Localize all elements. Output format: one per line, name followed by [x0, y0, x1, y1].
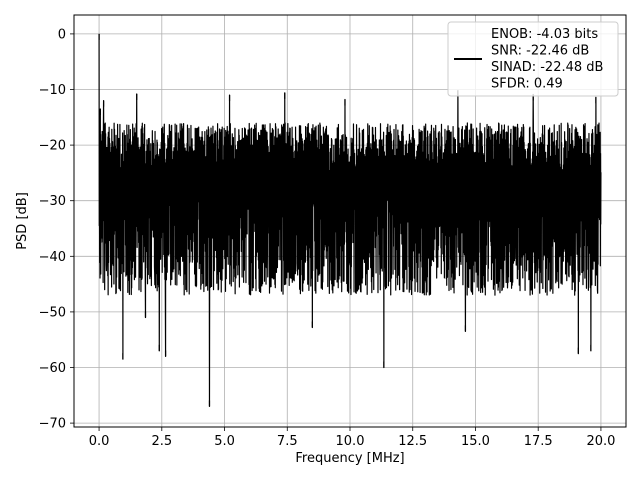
- psd-line: [98, 33, 602, 408]
- x-tick-label: 20.0: [586, 434, 615, 449]
- y-tick-label: −20: [39, 139, 66, 154]
- x-axis-label: Frequency [MHz]: [295, 451, 404, 466]
- x-tick-label: 12.5: [398, 434, 427, 449]
- y-tick-label: 0: [58, 27, 66, 42]
- axis-ticks: 0.0 2.5 5.0 7.5 10.0 12.5 15.0 17.5 20.0 0 −10 −20 −…: [39, 27, 616, 449]
- x-tick-label: 7.5: [277, 434, 298, 449]
- legend-box: [447, 21, 619, 97]
- y-tick-label: −60: [39, 361, 66, 376]
- x-tick-label: 2.5: [151, 434, 172, 449]
- legend-snr: SNR: -22.46 dB: [491, 44, 589, 59]
- legend-enob: ENOB: -4.03 bits: [491, 27, 598, 42]
- y-tick-label: −70: [39, 417, 66, 432]
- x-tick-label: 15.0: [461, 434, 490, 449]
- x-tick-label: 5.0: [214, 434, 235, 449]
- y-tick-label: −50: [39, 305, 66, 320]
- legend: ENOB: -4.03 bits SNR: -22.46 dB SINAD: -…: [447, 21, 619, 97]
- y-tick-label: −40: [39, 250, 66, 265]
- x-tick-label: 0.0: [89, 434, 110, 449]
- y-axis-label: PSD [dB]: [15, 192, 30, 250]
- legend-sfdr: SFDR: 0.49: [491, 77, 563, 92]
- legend-sinad: SINAD: -22.48 dB: [491, 60, 603, 75]
- y-tick-label: −30: [39, 194, 66, 209]
- x-tick-label: 17.5: [524, 434, 553, 449]
- y-tick-label: −10: [39, 83, 66, 98]
- x-tick-label: 10.0: [336, 434, 365, 449]
